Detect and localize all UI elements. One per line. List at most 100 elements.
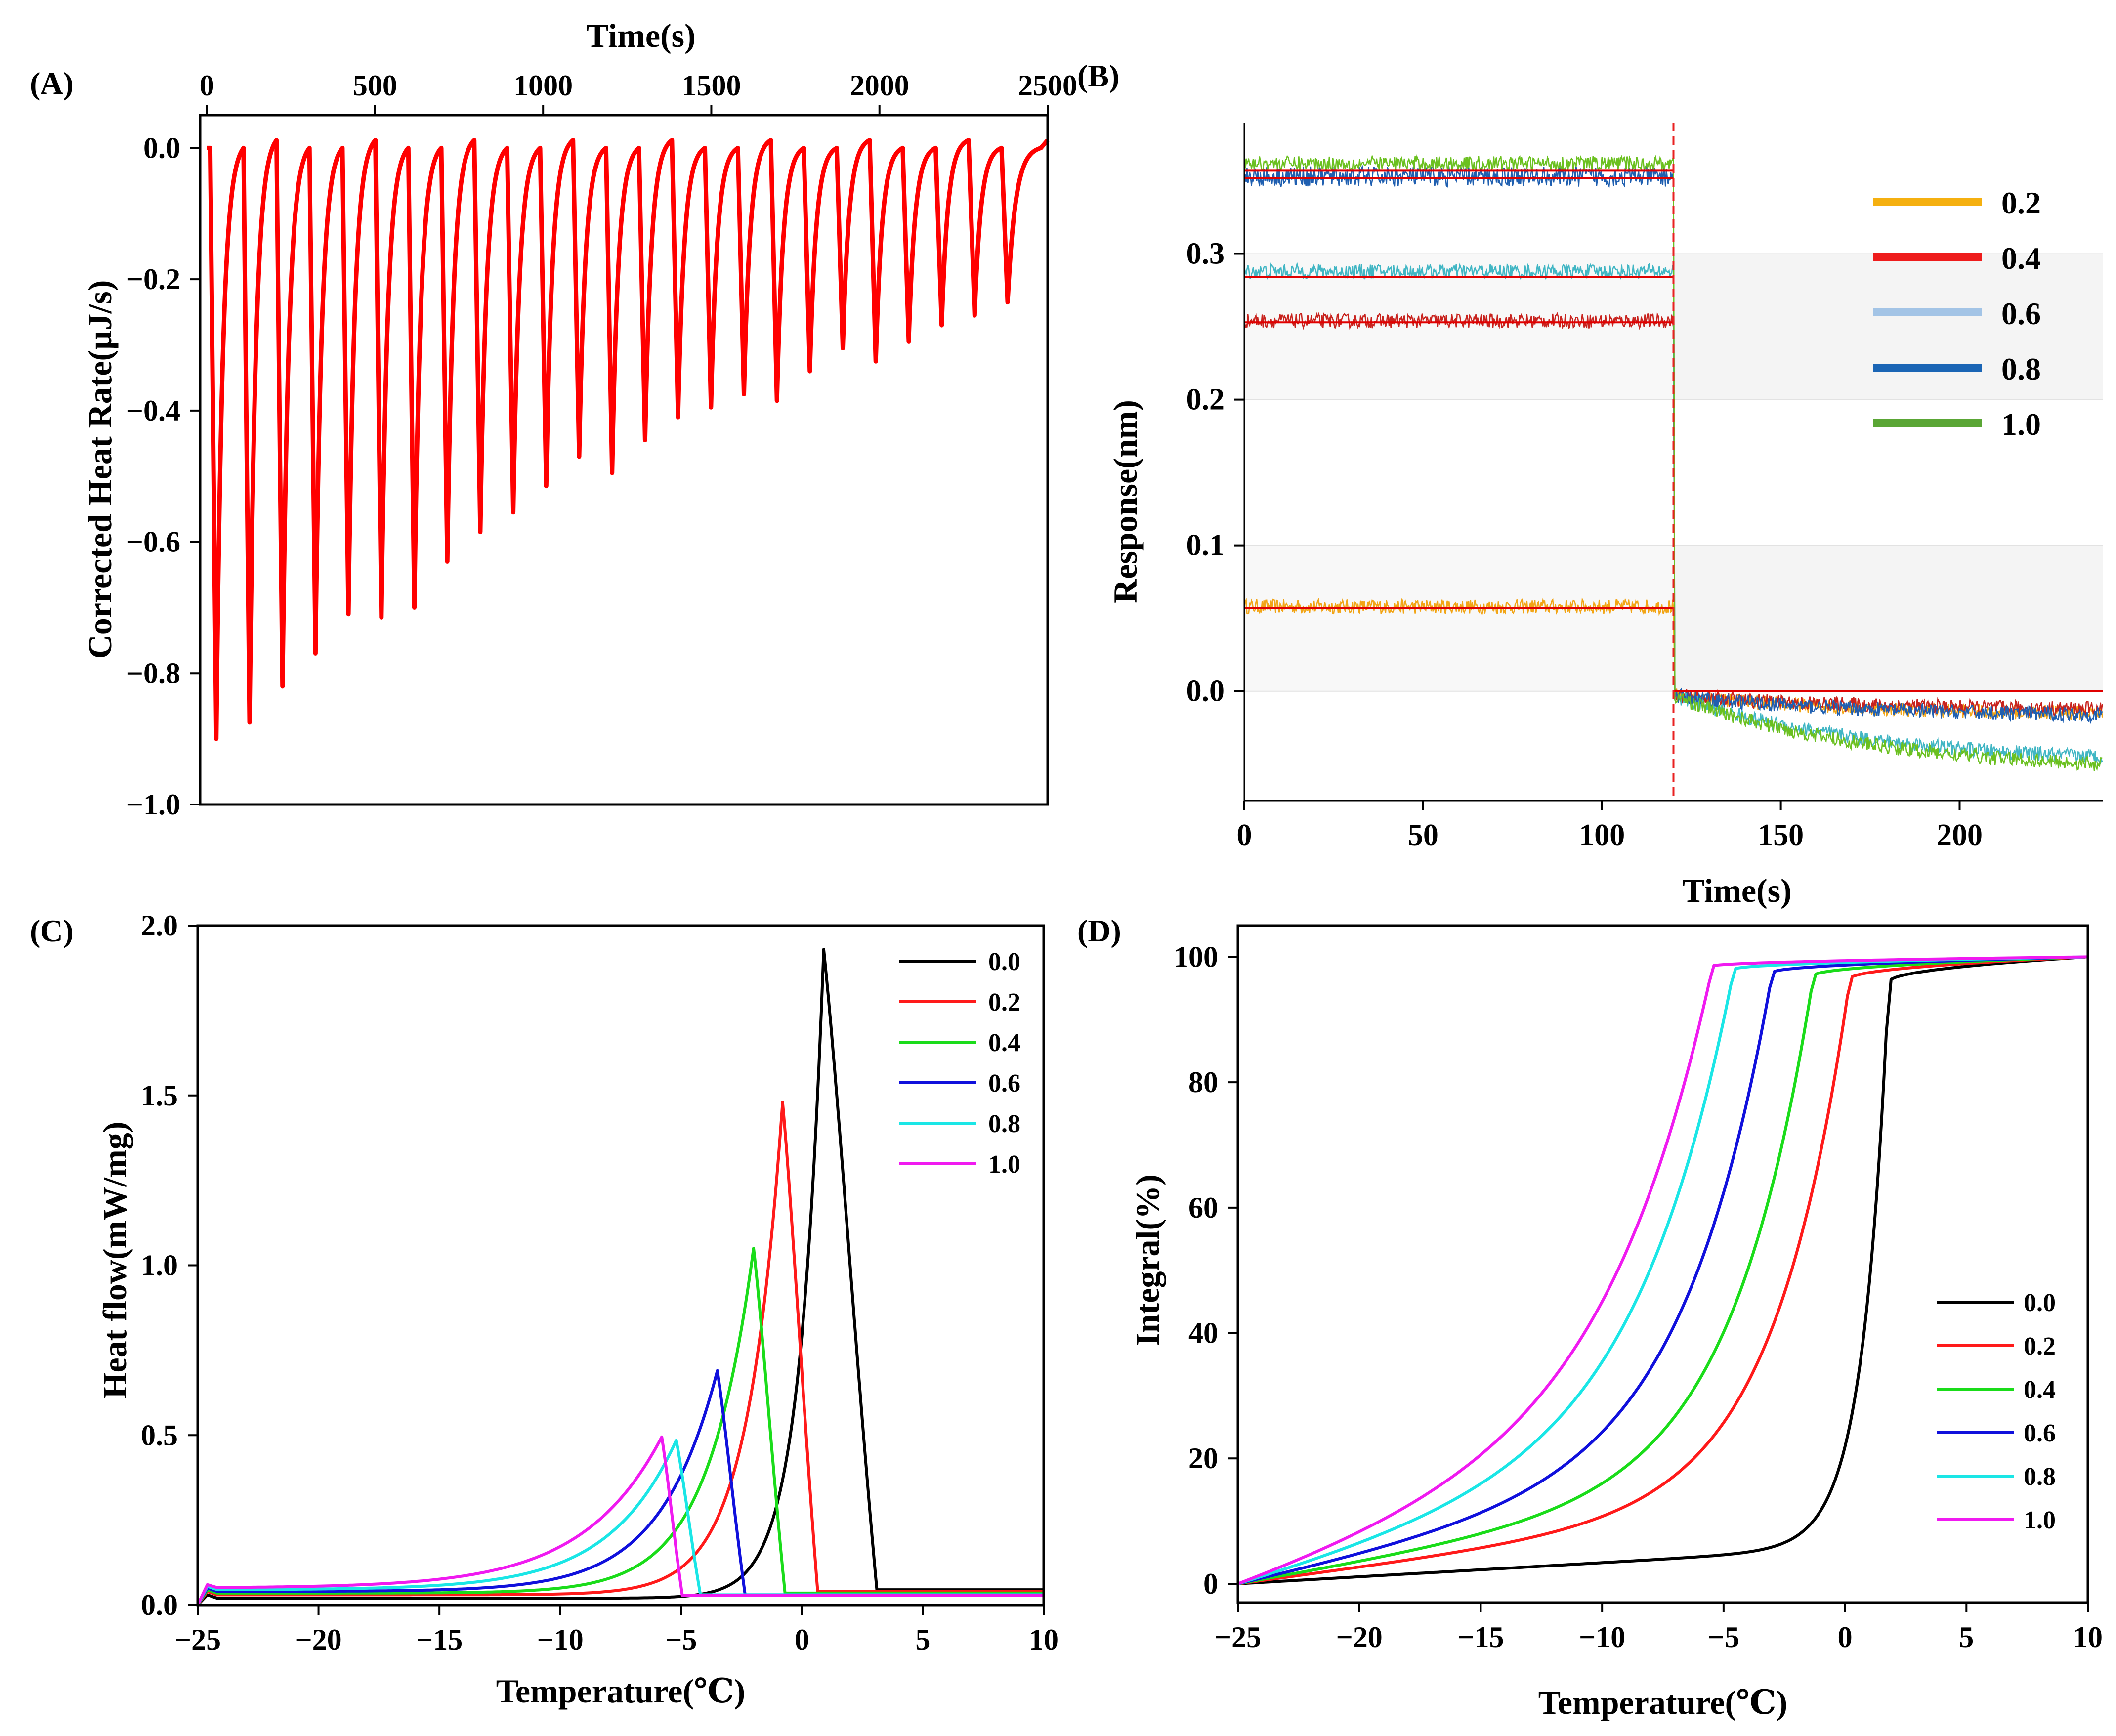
panel-d-label: (D)	[1077, 913, 1121, 948]
panel-d-series-0.2	[1237, 955, 2086, 1585]
y-tick-label: 20	[1188, 1442, 1218, 1475]
x-tick-label: −25	[174, 1623, 221, 1656]
legend-label-0.8: 0.8	[988, 1110, 1020, 1138]
x-tick-label: 2000	[850, 69, 909, 102]
panel-b-ticks: 0 50 100 150 200 0.0 0.1 0.2 0.3	[1186, 237, 1983, 852]
panel-d-series-1.0	[1237, 955, 2088, 1585]
y-tick-label: 60	[1188, 1191, 1218, 1224]
legend-label-1.0: 1.0	[988, 1150, 1020, 1179]
panel-b-grid-bands	[1244, 253, 2103, 692]
panel-d-x-axis-title: Temperature(℃)	[1538, 1684, 1788, 1721]
x-tick-label: 2500	[1018, 69, 1077, 102]
x-tick-label: 10	[1029, 1623, 1058, 1656]
panel-b-label: (B)	[1077, 58, 1119, 93]
x-tick-label: −10	[537, 1623, 584, 1656]
y-tick-label: 0.1	[1186, 529, 1225, 562]
panel-d-legend: 0.0 0.2 0.4 0.6 0.8 1.0	[1937, 1289, 2056, 1534]
legend-label-0.2: 0.2	[2024, 1332, 2056, 1360]
panel-c-y-axis-title: Heat flow(mW/mg)	[96, 1122, 133, 1399]
x-tick-label: 150	[1758, 818, 1804, 852]
x-tick-label: −15	[1457, 1621, 1504, 1653]
panel-c-series-0.6	[196, 1369, 1044, 1606]
x-tick-label: 50	[1408, 818, 1439, 852]
panel-b-legend: 0.2 0.4 0.6 0.8 1.0	[1873, 185, 2041, 442]
panel-d-series-0.8	[1237, 955, 2086, 1585]
x-tick-label: 1000	[513, 69, 573, 102]
panel-a-frame	[199, 114, 1049, 806]
y-tick-label: 0	[1203, 1567, 1218, 1600]
legend-label-0.6: 0.6	[988, 1069, 1020, 1098]
x-tick-label: 0	[1237, 818, 1252, 852]
x-tick-label: 5	[1959, 1621, 1974, 1653]
panel-a-heat-rate-line	[207, 138, 1050, 741]
x-tick-label: 500	[353, 69, 397, 102]
panel-c-label: (C)	[30, 913, 74, 948]
x-tick-label: 10	[2073, 1621, 2103, 1653]
x-tick-label: −5	[1708, 1621, 1739, 1653]
y-tick-label: −0.6	[127, 526, 180, 558]
y-tick-label: 100	[1174, 940, 1218, 973]
panel-b-grid-band	[1673, 254, 2103, 400]
x-tick-label: 0	[200, 69, 214, 102]
legend-label-0.8: 0.8	[2001, 351, 2041, 386]
legend-label-0.2: 0.2	[2001, 185, 2041, 220]
x-tick-label: −20	[1336, 1621, 1383, 1653]
panel-d-plot-area	[1237, 955, 2088, 1585]
panel-c-ticks: −25 −20 −15 −10 −5 0 5 10 0.0 0.5 1.0 1.5 2.0	[141, 909, 1058, 1656]
panel-c-series-0.8	[196, 1439, 1044, 1606]
legend-label-0.6: 0.6	[2024, 1419, 2056, 1447]
panel-b-grid-band	[1244, 545, 1674, 691]
y-tick-label: 0.0	[1186, 675, 1225, 708]
x-tick-label: −15	[416, 1623, 463, 1656]
y-tick-label: 0.0	[143, 131, 180, 164]
panel-c: (C) −25 −20 −15 −10 −5 0 5 10 0.0 0.5 1.0 1.5 2.0 Te…	[30, 909, 1058, 1710]
y-tick-label: −0.8	[127, 657, 180, 689]
y-tick-label: 40	[1188, 1317, 1218, 1350]
panel-c-series-1.0	[196, 1435, 1044, 1606]
legend-label-0.0: 0.0	[2024, 1289, 2056, 1317]
y-tick-label: 1.0	[141, 1249, 178, 1282]
panel-c-series-0.4	[196, 1247, 1044, 1606]
legend-label-0.4: 0.4	[2024, 1376, 2056, 1404]
panel-c-x-axis-title: Temperature(℃)	[496, 1672, 746, 1710]
x-tick-label: 5	[915, 1623, 930, 1656]
x-tick-label: −25	[1215, 1621, 1261, 1653]
x-tick-label: −5	[665, 1623, 697, 1656]
panel-b-x-axis-title: Time(s)	[1682, 872, 1792, 909]
panel-b-y-axis-title: Response(nm)	[1106, 400, 1144, 603]
x-tick-label: 100	[1579, 818, 1625, 852]
x-tick-label: −20	[295, 1623, 341, 1656]
x-tick-label: 200	[1937, 818, 1983, 852]
legend-label-0.4: 0.4	[2001, 241, 2041, 276]
panel-c-frame	[196, 924, 1045, 1607]
y-tick-label: 80	[1188, 1066, 1218, 1099]
y-tick-label: −0.2	[127, 263, 180, 296]
panel-c-series-0.0	[196, 948, 1044, 1607]
panel-a-y-axis-title: Corrected Heat Rate(µJ/s)	[81, 280, 119, 659]
panel-c-series-0.2	[196, 1101, 1044, 1606]
panel-d-series-0.0	[1237, 955, 2086, 1585]
x-tick-label: 0	[1838, 1621, 1853, 1653]
legend-label-0.2: 0.2	[988, 988, 1020, 1016]
y-tick-label: −0.4	[127, 394, 180, 427]
panel-c-plot-area	[196, 948, 1044, 1607]
panel-c-legend: 0.0 0.2 0.4 0.6 0.8 1.0	[899, 948, 1020, 1179]
panel-b-grid-band	[1673, 545, 2103, 691]
legend-label-1.0: 1.0	[2001, 407, 2041, 442]
panel-a-x-axis-title: Time(s)	[586, 17, 696, 54]
legend-label-0.8: 0.8	[2024, 1463, 2056, 1491]
y-tick-label: 0.3	[1186, 237, 1225, 271]
panel-b: (B) 0 50 100 150 200 0.0 0.1 0.2 0.3 Time(s) Res…	[1077, 58, 2103, 909]
y-tick-label: −1.0	[127, 788, 180, 821]
panel-d-y-axis-title: Integral(%)	[1129, 1174, 1166, 1346]
legend-label-1.0: 1.0	[2024, 1506, 2056, 1534]
x-tick-label: 1500	[681, 69, 741, 102]
y-tick-label: 0.2	[1186, 383, 1225, 417]
legend-label-0.4: 0.4	[988, 1029, 1020, 1057]
panel-a: (A) Time(s) Corrected Heat Rate(µJ/s) 0 5…	[30, 17, 1077, 821]
panel-a-plot-area	[207, 138, 1050, 741]
y-tick-label: 2.0	[141, 909, 178, 942]
